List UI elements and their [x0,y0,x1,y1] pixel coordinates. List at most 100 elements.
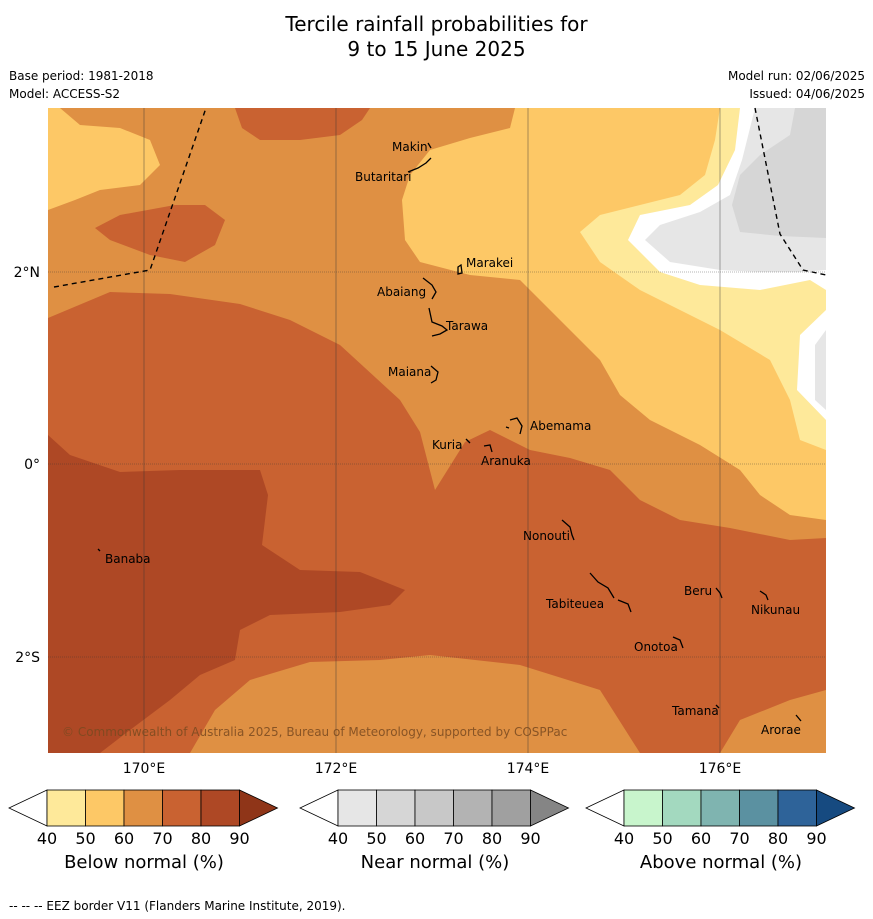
eez-border-east [754,107,827,276]
island-nikunau [759,590,769,601]
island-banaba [97,548,101,552]
below-colorbar-segment [162,789,202,827]
label-arorae: Arorae [761,723,801,737]
field-70-80-south [48,292,826,753]
near-colorbar-segment [453,789,493,827]
base-period: Base period: 1981-2018 [9,69,154,83]
lon-label-172e: 172°E [315,761,358,777]
label-abemama: Abemama [530,419,591,433]
above-colorbar-tick: 70 [729,829,749,848]
near-colorbar-min-arrow [299,789,339,827]
above-colorbar-tick: 90 [806,829,826,848]
field-near-60-70 [732,108,826,238]
below-colorbar-segment [85,789,125,827]
below-colorbar-tick: 60 [114,829,134,848]
graticule [48,108,826,753]
island-onotoa [672,636,684,649]
above-colorbar-tick: 60 [691,829,711,848]
near-colorbar-tick: 90 [520,829,540,848]
above-colorbar-tick: 80 [768,829,788,848]
legend-title-below: Below normal (%) [64,852,224,873]
below-colorbar-tick: 70 [152,829,172,848]
above-colorbar-min-arrow [585,789,625,827]
eez-borders [53,107,827,288]
label-nonouti: Nonouti [523,529,570,543]
title-line-2: 9 to 15 June 2025 [347,37,526,61]
lat-label-2s: 2°S [15,650,40,666]
near-colorbar-max-arrow [530,789,570,827]
island-arorae [795,714,802,722]
island-marakei [457,263,463,275]
above-colorbar-segment [777,789,817,827]
eez-footnote: -- -- -- EEZ border V11 (Flanders Marine… [9,899,346,913]
label-banaba: Banaba [105,552,151,566]
label-aranuka: Aranuka [481,454,531,468]
lat-label-equator: 0° [24,457,40,473]
label-tabiteuea: Tabiteuea [545,597,604,611]
island-tarawa [428,307,449,337]
below-colorbar-min-arrow [8,789,48,827]
below-colorbar-tick: 50 [75,829,95,848]
colorbar-below-normal: 40 50 60 70 80 90 [8,789,279,848]
near-colorbar-segment [337,789,377,827]
legend-title-above: Above normal (%) [639,852,803,873]
field-80-90-southwest [48,435,405,753]
lat-label-2n: 2°N [14,265,40,281]
island-tabiteuea [589,572,632,613]
near-colorbar-tick: 80 [482,829,502,848]
island-abaiang [422,277,437,300]
label-tamana: Tamana [671,704,719,718]
title-line-1: Tercile rainfall probabilities for [285,12,588,36]
island-beru [715,587,723,599]
island-maiana [430,365,439,384]
legend-title-near: Near normal (%) [360,852,510,873]
field-50-60-northwest [48,108,160,210]
island-aranuka [483,444,493,453]
below-colorbar-max-arrow [239,789,279,827]
island-butaritari [407,157,432,173]
below-colorbar-segment [123,789,163,827]
label-tarawa: Tarawa [445,319,488,333]
label-kuria: Kuria [432,438,463,452]
label-nikunau: Nikunau [751,603,800,617]
near-colorbar-segment [376,789,416,827]
above-colorbar-segment [700,789,740,827]
place-labels: Makin Butaritari Marakei Abaiang Tarawa … [105,140,801,737]
latitude-labels: 2°N 0° 2°S [14,265,41,666]
above-colorbar-segment [739,789,779,827]
label-abaiang: Abaiang [377,285,426,299]
below-colorbar-tick: 90 [229,829,249,848]
near-colorbar-tick: 50 [366,829,386,848]
lon-label-176e: 176°E [699,761,742,777]
below-colorbar-tick: 40 [37,829,57,848]
below-colorbar-tick: 80 [191,829,211,848]
near-colorbar-tick: 40 [328,829,348,848]
meta-right: Model run: 02/06/2025 Issued: 04/06/2025 [728,67,865,103]
label-butaritari: Butaritari [355,170,412,184]
label-makin: Makin [392,140,428,154]
label-marakei: Marakei [466,256,513,270]
island-nonouti [561,519,575,541]
island-tamana [715,704,720,709]
model-run: Model run: 02/06/2025 [727,69,865,83]
above-colorbar-segment [623,789,663,827]
lon-label-170e: 170°E [123,761,166,777]
island-kuria [465,438,471,444]
field-near-50-60-east [815,330,826,410]
colorbar-above-normal: 40 50 60 70 80 90 [585,789,856,848]
above-colorbar-max-arrow [816,789,856,827]
islands [97,142,802,722]
map-title: Tercile rainfall probabilities for 9 to … [0,12,873,62]
longitude-labels: 170°E 172°E 174°E 176°E [123,761,742,777]
issued-date: Issued: 04/06/2025 [749,87,865,101]
island-abemama [505,417,523,435]
label-beru: Beru [684,584,712,598]
below-colorbar-segment [200,789,240,827]
island-makin [427,142,432,149]
near-colorbar-segment [414,789,454,827]
eez-border-west [53,107,207,288]
above-colorbar-tick: 40 [614,829,634,848]
above-colorbar-tick: 50 [652,829,672,848]
near-colorbar-segment [491,789,531,827]
